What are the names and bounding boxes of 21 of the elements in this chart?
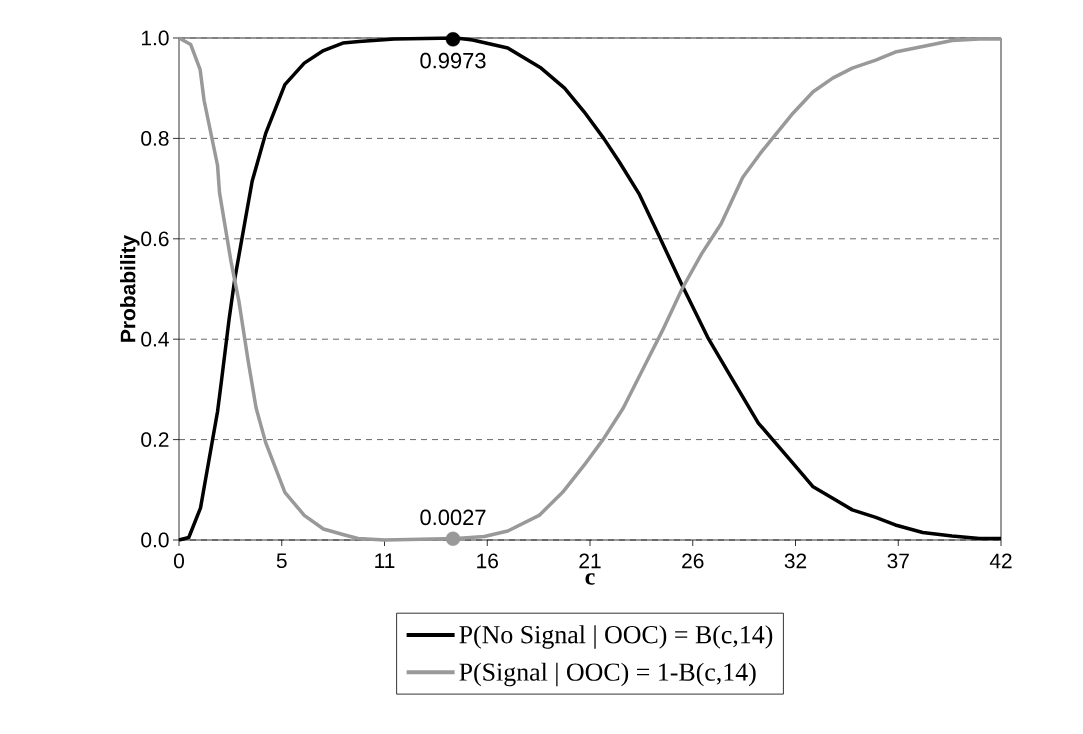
x-tick-label: 16 [477,553,498,569]
x-tick-label: 21 [579,553,601,569]
x-tick-label: 0 [174,553,184,569]
legend-label: P(Signal | OOC) = 1-B(c,14) [459,662,756,687]
data-label: 0.9973 [420,52,486,69]
y-tick-label: 0.2 [141,432,169,447]
x-tick-label: 26 [682,553,704,569]
y-tick-label: 0.6 [141,231,169,247]
x-axis-title: c [585,573,595,585]
y-tick-label: 0.4 [141,331,169,347]
x-tick-label: 37 [887,553,909,569]
x-tick-label: 42 [989,553,1012,569]
legend-label: P(No Signal | OOC) = B(c,14) [459,625,773,649]
x-tick-label: 11 [375,553,395,568]
y-tick-label: 0.0 [141,532,169,548]
x-tick-label: 5 [276,553,287,569]
data-label: 0.0027 [420,509,486,526]
y-tick-label: 0.8 [141,130,169,146]
x-tick-label: 32 [784,553,807,569]
y-axis-title: Probability [120,235,140,342]
y-tick-label: 1.0 [141,30,169,46]
